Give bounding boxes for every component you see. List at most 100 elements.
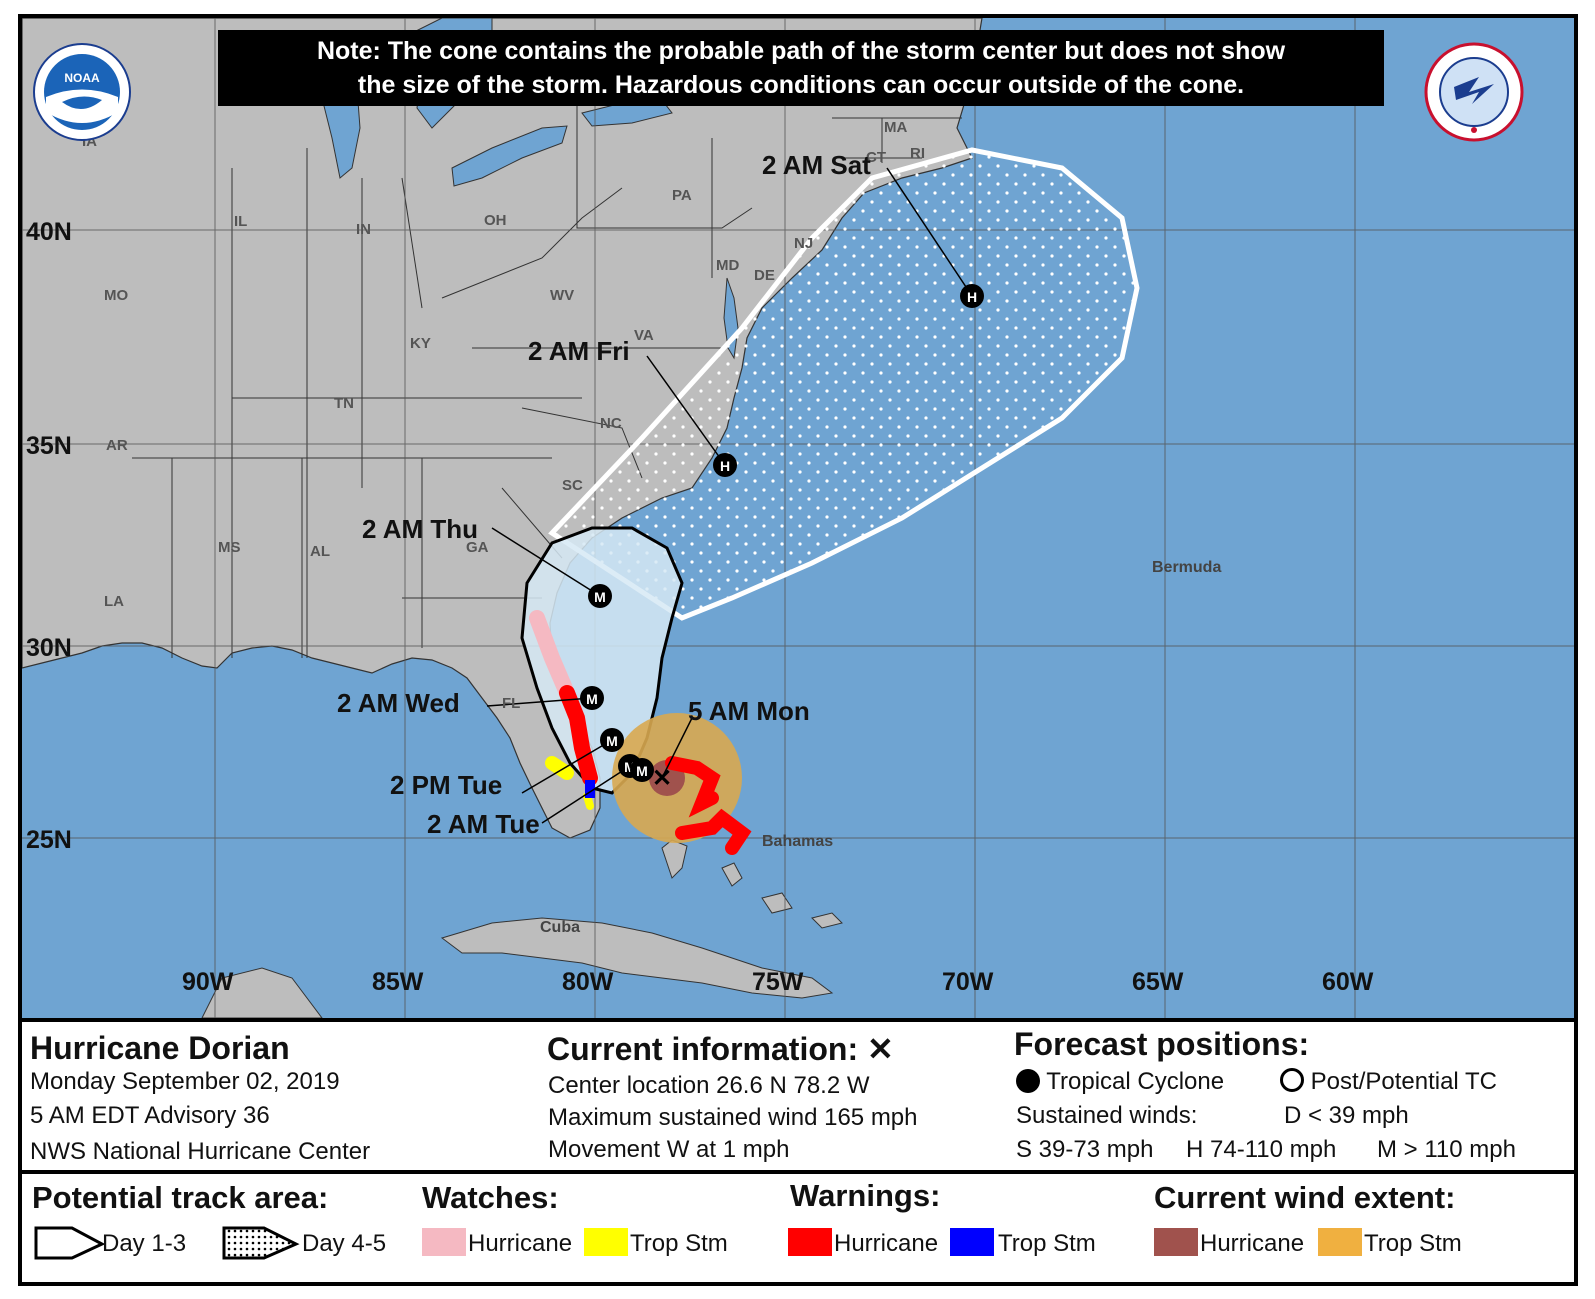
note-line-2: the size of the storm. Hazardous conditi… bbox=[357, 71, 1245, 99]
time-label-wed: 2 AM Wed bbox=[337, 688, 460, 718]
hurricane-wind-label: Hurricane bbox=[1200, 1230, 1305, 1257]
post-tc-label: Post/Potential TC bbox=[1310, 1068, 1497, 1095]
hurricane-warning bbox=[559, 685, 598, 786]
trop-storm-wind-label: Trop Stm bbox=[1364, 1230, 1462, 1257]
forecast-point-thu: M bbox=[588, 584, 612, 608]
leader-lines bbox=[486, 167, 973, 824]
wind-extent-title: Current wind extent: bbox=[1154, 1180, 1456, 1215]
max-wind: Maximum sustained wind 165 mph bbox=[548, 1104, 918, 1131]
trop-storm-warning-swatch bbox=[950, 1228, 994, 1256]
wind-class-h: H 74-110 mph bbox=[1186, 1136, 1337, 1163]
lon-label-60w: 60W bbox=[1322, 968, 1374, 996]
lon-label-85w: 85W bbox=[372, 968, 424, 996]
time-label-tue-pm: 2 PM Tue bbox=[390, 770, 502, 800]
hurricane-warning bbox=[665, 756, 721, 818]
current-info-title: Current information: ✕ bbox=[547, 1031, 894, 1067]
yucatan bbox=[201, 967, 323, 1018]
center-location: Center location 26.6 N 78.2 W bbox=[548, 1072, 870, 1099]
state-label-ar: AR bbox=[106, 437, 128, 454]
state-label-al: AL bbox=[310, 543, 330, 560]
day-1-3-cone-icon bbox=[34, 1226, 106, 1260]
state-label-fl: FL bbox=[502, 695, 520, 712]
svg-text:M: M bbox=[586, 691, 598, 707]
hurricane-wind-swatch bbox=[1154, 1228, 1198, 1256]
storm-track-map: H H M M M M M ✕ 40N 35N 30N 25N 90W 85W … bbox=[22, 18, 1574, 1018]
cone-day-4-5 bbox=[548, 147, 1140, 621]
advisory-number: 5 AM EDT Advisory 36 bbox=[30, 1102, 270, 1129]
state-label-md: MD bbox=[716, 257, 739, 274]
movement: Movement W at 1 mph bbox=[548, 1136, 790, 1163]
state-label-mo: MO bbox=[104, 287, 128, 304]
trop-storm-watch-swatch bbox=[584, 1228, 628, 1256]
forecast-point-fri: H bbox=[713, 453, 737, 477]
hurricane-warning-swatch bbox=[788, 1228, 832, 1256]
state-label-ky: KY bbox=[410, 335, 431, 352]
state-label-ma: MA bbox=[884, 119, 907, 136]
state-label-de: DE bbox=[754, 267, 775, 284]
storm-info-panel: Hurricane Dorian Monday September 02, 20… bbox=[22, 1018, 1574, 1174]
svg-text:NOAA: NOAA bbox=[64, 71, 100, 85]
lake-erie bbox=[451, 125, 568, 187]
place-label-bermuda: Bermuda bbox=[1152, 559, 1221, 576]
forecast-point-tue-pm: M bbox=[600, 728, 624, 752]
hurricane-warning-label: Hurricane bbox=[834, 1230, 939, 1257]
trop-storm-watch-label: Trop Stm bbox=[630, 1230, 728, 1257]
trop-storm-wind-swatch bbox=[1318, 1228, 1362, 1256]
cone-disclaimer-note: Note: The cone contains the probable pat… bbox=[218, 30, 1384, 106]
lon-label-90w: 90W bbox=[182, 968, 234, 996]
issuing-center: NWS National Hurricane Center bbox=[30, 1138, 371, 1165]
lat-label-35n: 35N bbox=[26, 432, 72, 460]
forecast-point-mon: M bbox=[630, 758, 654, 782]
watches-title: Watches: bbox=[422, 1180, 559, 1215]
track-area-title: Potential track area: bbox=[32, 1180, 329, 1215]
time-label-sat: 2 AM Sat bbox=[762, 150, 871, 180]
svg-text:M: M bbox=[606, 733, 618, 749]
map-legend: Potential track area: Day 1-3 Day 4-5 Wa… bbox=[22, 1174, 1574, 1282]
state-label-wv: WV bbox=[550, 287, 574, 304]
state-label-ga: GA bbox=[466, 539, 489, 556]
nws-logo bbox=[1424, 42, 1524, 142]
cuba bbox=[440, 917, 834, 999]
wind-class-m: M > 110 mph bbox=[1377, 1136, 1516, 1163]
state-label-nj: NJ bbox=[794, 235, 813, 252]
tropical-cyclone-key: Tropical Cyclone bbox=[1016, 1068, 1224, 1096]
bahamas-island bbox=[721, 862, 743, 887]
lat-label-30n: 30N bbox=[26, 634, 72, 662]
hurricane-watch-label: Hurricane bbox=[468, 1230, 573, 1257]
lat-label-40n: 40N bbox=[26, 218, 72, 246]
wind-class-d: D < 39 mph bbox=[1284, 1102, 1409, 1129]
state-label-ri: RI bbox=[910, 145, 925, 162]
storm-name: Hurricane Dorian bbox=[30, 1030, 290, 1066]
hurricane-warning bbox=[675, 808, 752, 855]
tropical-cyclone-label: Tropical Cyclone bbox=[1046, 1068, 1225, 1095]
forecast-point-wed: M bbox=[580, 686, 604, 710]
state-label-tn: TN bbox=[334, 395, 354, 412]
wind-class-s: S 39-73 mph bbox=[1016, 1136, 1154, 1163]
svg-text:M: M bbox=[636, 763, 648, 779]
state-label-il: IL bbox=[234, 213, 247, 230]
time-label-thu: 2 AM Thu bbox=[362, 514, 478, 544]
lon-label-75w: 75W bbox=[752, 968, 804, 996]
place-label-bahamas: Bahamas bbox=[762, 833, 833, 850]
lon-label-70w: 70W bbox=[942, 968, 994, 996]
bahamas-island bbox=[811, 912, 843, 929]
time-label-mon: 5 AM Mon bbox=[688, 696, 810, 726]
filled-circle-icon bbox=[1016, 1069, 1040, 1093]
state-label-la: LA bbox=[104, 593, 124, 610]
sustained-winds-label: Sustained winds: bbox=[1016, 1102, 1198, 1129]
time-label-fri: 2 AM Fri bbox=[528, 336, 630, 366]
forecast-positions-title: Forecast positions: bbox=[1014, 1026, 1310, 1062]
state-label-in: IN bbox=[356, 221, 371, 238]
lon-label-80w: 80W bbox=[562, 968, 614, 996]
day-4-5-label: Day 4-5 bbox=[302, 1230, 387, 1257]
state-label-pa: PA bbox=[672, 187, 692, 204]
state-label-va: VA bbox=[634, 327, 654, 344]
svg-text:M: M bbox=[594, 589, 606, 605]
trop-storm-watch bbox=[545, 756, 574, 780]
open-circle-icon bbox=[1280, 1068, 1304, 1092]
state-label-sc: SC bbox=[562, 477, 583, 494]
state-label-oh: OH bbox=[484, 212, 507, 229]
post-tc-key: Post/Potential TC bbox=[1280, 1068, 1497, 1096]
warnings-title: Warnings: bbox=[790, 1178, 941, 1213]
advisory-date: Monday September 02, 2019 bbox=[30, 1068, 340, 1095]
